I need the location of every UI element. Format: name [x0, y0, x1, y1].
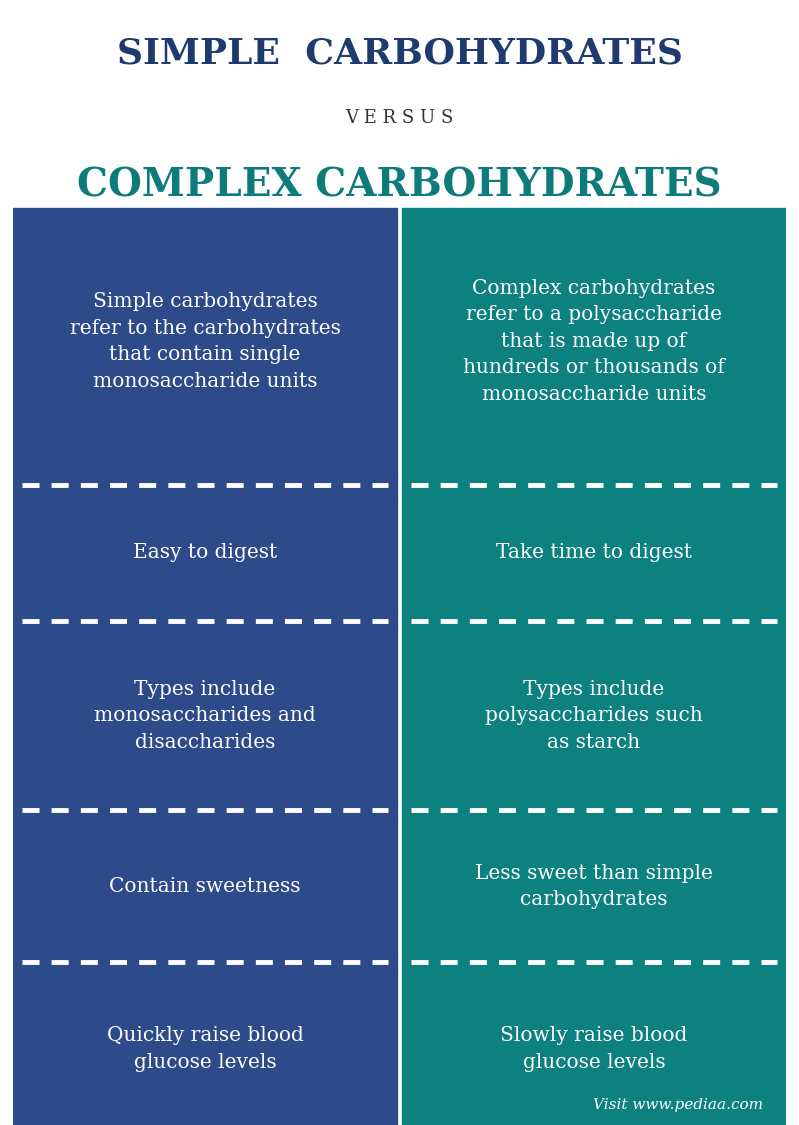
Bar [13, 475, 397, 496]
Bar [13, 800, 397, 821]
Text: Types include
polysaccharides such
as starch: Types include polysaccharides such as st… [485, 680, 703, 752]
Bar [13, 631, 397, 800]
Text: COMPLEX CARBOHYDRATES: COMPLEX CARBOHYDRATES [78, 166, 721, 205]
Text: Slowly raise blood
glucose levels: Slowly raise blood glucose levels [500, 1026, 688, 1072]
Bar [13, 821, 397, 952]
Bar [13, 208, 397, 475]
Bar [13, 952, 397, 973]
Text: Complex carbohydrates
refer to a polysaccharide
that is made up of
hundreds or t: Complex carbohydrates refer to a polysac… [463, 279, 725, 404]
Text: Simple carbohydrates
refer to the carbohydrates
that contain single
monosacchari: Simple carbohydrates refer to the carboh… [70, 292, 340, 390]
Bar [402, 496, 786, 610]
Bar [402, 475, 786, 496]
Text: Easy to digest: Easy to digest [133, 543, 277, 562]
Text: Take time to digest: Take time to digest [496, 543, 692, 562]
Bar [402, 821, 786, 952]
Bar [402, 952, 786, 973]
Text: Less sweet than simple
carbohydrates: Less sweet than simple carbohydrates [475, 864, 713, 909]
Bar [402, 973, 786, 1125]
Text: Types include
monosaccharides and
disaccharides: Types include monosaccharides and disacc… [94, 680, 316, 752]
Bar [402, 208, 786, 475]
Bar [13, 496, 397, 610]
Text: SIMPLE  CARBOHYDRATES: SIMPLE CARBOHYDRATES [117, 37, 682, 71]
Text: Quickly raise blood
glucose levels: Quickly raise blood glucose levels [106, 1026, 304, 1072]
Text: V E R S U S: V E R S U S [345, 109, 454, 127]
Text: Visit www.pediaa.com: Visit www.pediaa.com [593, 1098, 763, 1112]
Bar [402, 610, 786, 631]
Bar [402, 800, 786, 821]
Bar [13, 610, 397, 631]
Text: Contain sweetness: Contain sweetness [109, 876, 300, 896]
Bar [402, 631, 786, 800]
Bar [13, 973, 397, 1125]
